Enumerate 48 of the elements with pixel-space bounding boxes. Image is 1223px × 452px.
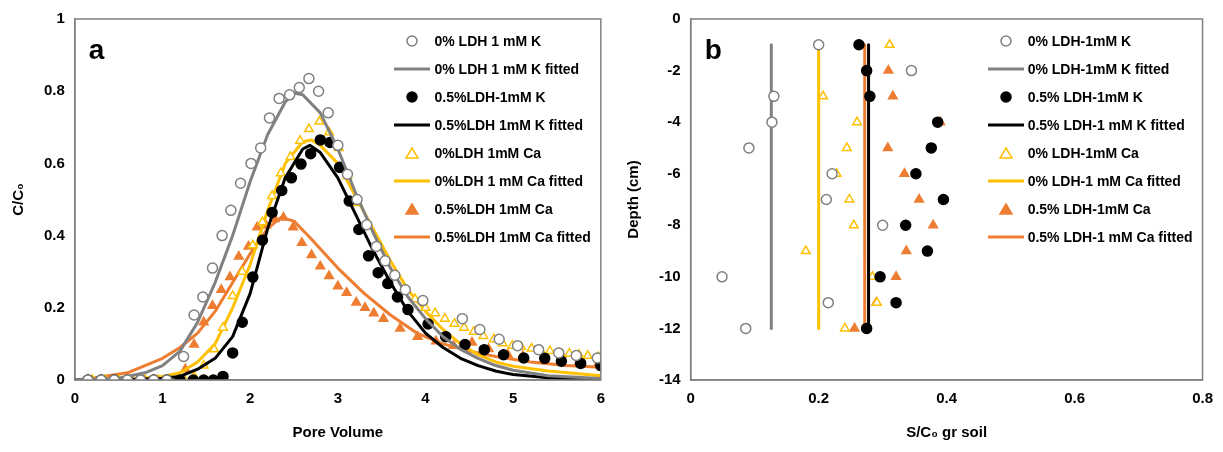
- legend-label: 0.5% LDH-1 mM Ca fitted: [1027, 229, 1193, 245]
- x-tick-label: 0.2: [808, 389, 830, 407]
- x-tick-label: 0.4: [936, 389, 958, 407]
- legend-label: 0%LDH 1mM Ca: [434, 145, 542, 161]
- x-tick-label: 6: [596, 389, 605, 407]
- y-tick-label: -6: [667, 163, 681, 181]
- x-tick-label: 0.8: [1192, 389, 1213, 407]
- x-axis-title: S/C₀ gr soil: [906, 423, 988, 441]
- x-tick-label: 0.6: [1064, 389, 1086, 407]
- x-tick-label: 3: [333, 389, 343, 407]
- y-axis-title: C/C₀: [9, 183, 27, 216]
- legend-label: 0.5% LDH-1mM Ca: [1027, 201, 1151, 217]
- x-tick-label: 2: [246, 389, 255, 407]
- legend-label: 0% LDH-1mM K fitted: [1027, 61, 1170, 77]
- x-tick-label: 0: [70, 389, 80, 407]
- legend-label: 0.5% LDH-1 mM K fitted: [1027, 117, 1185, 133]
- y-tick-label: 1: [56, 9, 65, 27]
- x-tick-label: 4: [421, 389, 431, 407]
- y-tick-label: -8: [667, 215, 681, 233]
- legend-label: 0%LDH 1 mM Ca fitted: [434, 173, 584, 189]
- y-tick-label: -12: [658, 318, 681, 336]
- y-tick-label: 0.8: [43, 81, 65, 99]
- y-tick-label: -2: [667, 60, 681, 78]
- legend-label: 0.5% LDH-1mM K: [1027, 89, 1143, 105]
- legend-label: 0.5%LDH 1mM K fitted: [434, 117, 584, 133]
- legend-label: 0% LDH-1mM Ca: [1027, 145, 1139, 161]
- legend-label: 0.5%LDH 1mM Ca: [434, 201, 553, 217]
- annotation: a: [88, 33, 105, 65]
- y-tick-label: 0.2: [43, 297, 65, 315]
- x-tick-label: 5: [508, 389, 518, 407]
- y-tick-label: 0: [56, 370, 65, 388]
- y-axis-title: Depth (cm): [624, 160, 642, 239]
- y-tick-label: 0: [672, 9, 681, 27]
- legend-label: 0.5%LDH 1mM Ca fitted: [434, 229, 591, 245]
- x-tick-label: 1: [158, 389, 167, 407]
- y-tick-label: -10: [658, 267, 681, 284]
- legend-label: 0.5%LDH-1mM K: [434, 89, 546, 105]
- y-tick-label: -14: [658, 370, 682, 388]
- y-tick-label: 0.6: [43, 153, 65, 171]
- annotation: b: [704, 33, 722, 65]
- y-tick-label: -4: [667, 112, 682, 130]
- x-axis-title: Pore Volume: [292, 423, 384, 441]
- y-tick-label: 0.4: [43, 225, 66, 243]
- legend-label: 0% LDH 1 mM K: [434, 33, 542, 49]
- legend-label: 0% LDH-1mM K: [1027, 33, 1132, 49]
- x-tick-label: 0: [686, 389, 695, 407]
- legend-label: 0% LDH-1 mM Ca fitted: [1027, 173, 1181, 189]
- legend-label: 0% LDH 1 mM K fitted: [434, 61, 580, 77]
